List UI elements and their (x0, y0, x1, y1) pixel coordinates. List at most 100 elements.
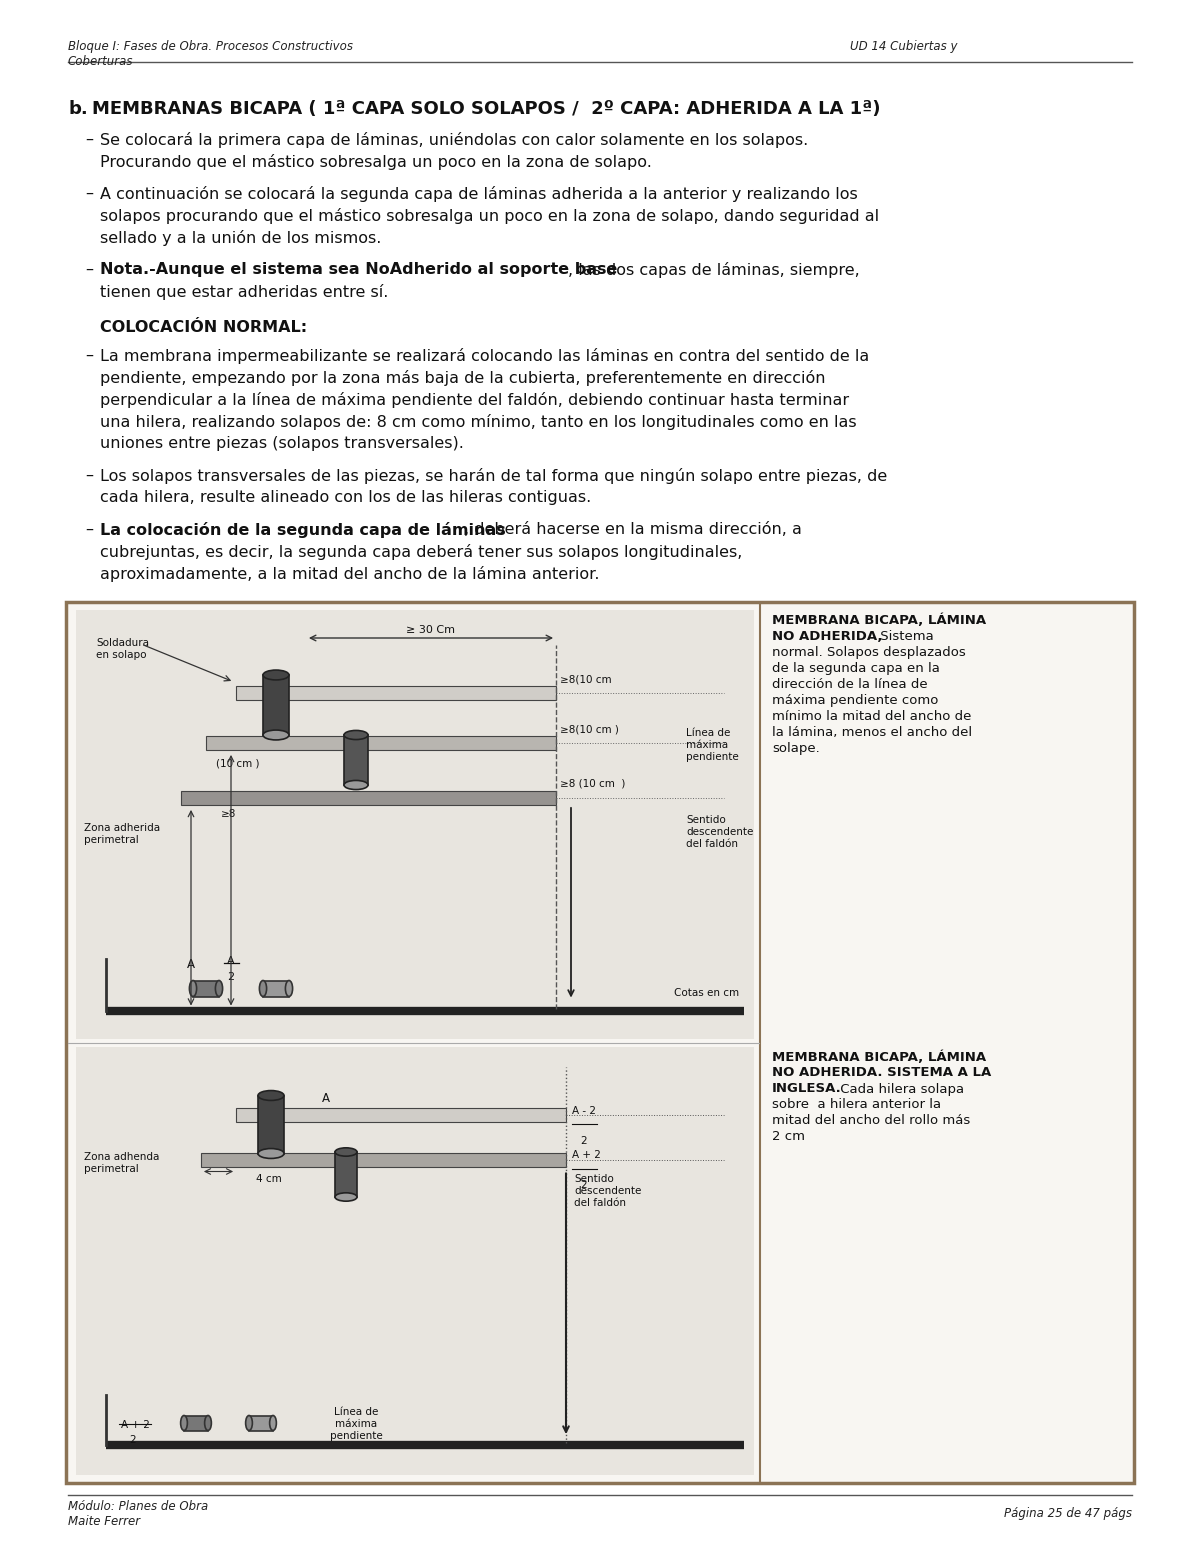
Text: máxima: máxima (335, 1419, 377, 1429)
Text: 2: 2 (580, 1180, 587, 1191)
Text: descendente: descendente (686, 828, 754, 837)
Bar (263, 980, 289, 997)
Text: cubrejuntas, es decir, la segunda capa deberá tener sus solapos longitudinales,: cubrejuntas, es decir, la segunda capa d… (100, 544, 743, 561)
Text: 4 cm: 4 cm (256, 1174, 282, 1185)
Text: del faldón: del faldón (686, 839, 738, 849)
Text: pendiente: pendiente (330, 1430, 383, 1441)
Ellipse shape (181, 1415, 187, 1430)
Text: ≥ 30 Cm: ≥ 30 Cm (407, 624, 456, 635)
Text: Los solapos transversales de las piezas, se harán de tal forma que ningún solapo: Los solapos transversales de las piezas,… (100, 467, 887, 485)
Text: , las dos capas de láminas, siempre,: , las dos capas de láminas, siempre, (568, 262, 859, 278)
Text: Procurando que el mástico sobresalga un poco en la zona de solapo.: Procurando que el mástico sobresalga un … (100, 154, 652, 169)
Ellipse shape (263, 669, 289, 680)
Bar (76, 1047, 754, 1475)
Ellipse shape (335, 1148, 358, 1155)
Text: Línea de: Línea de (686, 728, 731, 738)
Text: 2: 2 (130, 1435, 136, 1444)
Text: (10 cm ): (10 cm ) (216, 758, 259, 769)
Text: –: – (85, 186, 94, 200)
Text: A + 2: A + 2 (121, 1419, 150, 1430)
Text: MEMBRANA BICAPA, LÁMINA: MEMBRANA BICAPA, LÁMINA (772, 1050, 986, 1064)
Text: MEMBRANA BICAPA, LÁMINA: MEMBRANA BICAPA, LÁMINA (772, 613, 986, 627)
Text: –: – (85, 348, 94, 363)
Text: del faldón: del faldón (574, 1199, 626, 1208)
Text: A + 2: A + 2 (572, 1151, 601, 1160)
Ellipse shape (263, 730, 289, 739)
Ellipse shape (205, 1415, 211, 1430)
Ellipse shape (258, 1090, 284, 1101)
Text: 2: 2 (228, 972, 234, 983)
Text: 2 cm: 2 cm (772, 1131, 805, 1143)
Text: perimetral: perimetral (84, 836, 139, 845)
Text: A continuación se colocará la segunda capa de láminas adherida a la anterior y r: A continuación se colocará la segunda ca… (100, 186, 858, 202)
Text: perimetral: perimetral (84, 1163, 139, 1174)
Text: normal. Solapos desplazados: normal. Solapos desplazados (772, 646, 966, 658)
Text: Coberturas: Coberturas (68, 54, 133, 68)
Text: Sistema: Sistema (876, 631, 934, 643)
Text: Sentido: Sentido (686, 815, 726, 825)
Text: –: – (85, 467, 94, 483)
Polygon shape (181, 790, 556, 804)
Text: de la segunda capa en la: de la segunda capa en la (772, 662, 940, 676)
Text: cada hilera, resulte alineado con los de las hileras contiguas.: cada hilera, resulte alineado con los de… (100, 491, 592, 505)
Text: b.: b. (68, 99, 88, 118)
Text: máxima pendiente como: máxima pendiente como (772, 694, 938, 707)
Text: sobre  a hilera anterior la: sobre a hilera anterior la (772, 1098, 941, 1112)
Ellipse shape (344, 781, 368, 789)
Text: COLOCACIÓN NORMAL:: COLOCACIÓN NORMAL: (100, 320, 307, 335)
Text: una hilera, realizando solapos de: 8 cm como mínimo, tanto en los longitudinales: una hilera, realizando solapos de: 8 cm … (100, 415, 857, 430)
Text: Bloque I: Fases de Obra. Procesos Constructivos: Bloque I: Fases de Obra. Procesos Constr… (68, 40, 353, 53)
Text: A: A (227, 955, 235, 966)
Text: Línea de: Línea de (334, 1407, 378, 1416)
Text: ≥8(10 cm: ≥8(10 cm (560, 674, 612, 683)
Text: Sentido: Sentido (574, 1174, 613, 1185)
Text: descendente: descendente (574, 1186, 641, 1196)
Ellipse shape (259, 980, 266, 997)
Text: Soldadura: Soldadura (96, 638, 149, 648)
Ellipse shape (344, 730, 368, 739)
Text: mitad del ancho del rollo más: mitad del ancho del rollo más (772, 1115, 971, 1127)
Text: NO ADHERIDA. SISTEMA A LA: NO ADHERIDA. SISTEMA A LA (772, 1067, 991, 1079)
Polygon shape (206, 736, 556, 750)
Bar (344, 735, 368, 784)
Text: Zona adhenda: Zona adhenda (84, 1151, 160, 1162)
Text: aproximadamente, a la mitad del ancho de la lámina anterior.: aproximadamente, a la mitad del ancho de… (100, 565, 600, 582)
Polygon shape (236, 686, 556, 700)
Text: NO ADHERIDA,: NO ADHERIDA, (772, 631, 882, 643)
Text: La colocación de la segunda capa de láminas: La colocación de la segunda capa de lámi… (100, 522, 505, 537)
Text: tienen que estar adheridas entre sí.: tienen que estar adheridas entre sí. (100, 284, 389, 300)
Text: Maite Ferrer: Maite Ferrer (68, 1516, 140, 1528)
Text: Módulo: Planes de Obra: Módulo: Planes de Obra (68, 1500, 209, 1513)
Text: Página 25 de 47 págs: Página 25 de 47 págs (1004, 1506, 1132, 1520)
Text: solape.: solape. (772, 742, 820, 755)
Bar (66, 603, 1134, 1483)
Bar (250, 1415, 274, 1430)
Text: ≥8 (10 cm  ): ≥8 (10 cm ) (560, 780, 625, 789)
Ellipse shape (216, 980, 223, 997)
Ellipse shape (258, 1149, 284, 1159)
Ellipse shape (286, 980, 293, 997)
Text: MEMBRANAS BICAPA ( 1ª CAPA SOLO SOLAPOS /  2º CAPA: ADHERIDA A LA 1ª): MEMBRANAS BICAPA ( 1ª CAPA SOLO SOLAPOS … (92, 99, 881, 118)
Text: Cada hilera solapa: Cada hilera solapa (836, 1082, 964, 1095)
Text: La membrana impermeabilizante se realizará colocando las láminas en contra del s: La membrana impermeabilizante se realiza… (100, 348, 869, 363)
Polygon shape (202, 1152, 566, 1166)
Text: Se colocará la primera capa de láminas, uniéndolas con calor solamente en los so: Se colocará la primera capa de láminas, … (100, 132, 809, 148)
Ellipse shape (246, 1415, 252, 1430)
Text: Cotas en cm: Cotas en cm (674, 989, 739, 999)
Bar (263, 676, 289, 735)
Text: perpendicular a la línea de máxima pendiente del faldón, debiendo continuar hast: perpendicular a la línea de máxima pendi… (100, 391, 850, 408)
Text: 2: 2 (580, 1135, 587, 1146)
Bar (76, 610, 754, 1039)
Polygon shape (236, 1107, 566, 1121)
Text: máxima: máxima (686, 739, 728, 750)
Text: –: – (85, 132, 94, 148)
Bar (184, 1415, 208, 1430)
Ellipse shape (335, 1193, 358, 1200)
Ellipse shape (270, 1415, 276, 1430)
Text: , deberá hacerse en la misma dirección, a: , deberá hacerse en la misma dirección, … (464, 522, 802, 537)
Text: solapos procurando que el mástico sobresalga un poco en la zona de solapo, dando: solapos procurando que el mástico sobres… (100, 208, 880, 224)
Text: pendiente: pendiente (686, 752, 739, 763)
Text: en solapo: en solapo (96, 651, 146, 660)
Text: A: A (322, 1092, 330, 1106)
Text: –: – (85, 522, 94, 537)
